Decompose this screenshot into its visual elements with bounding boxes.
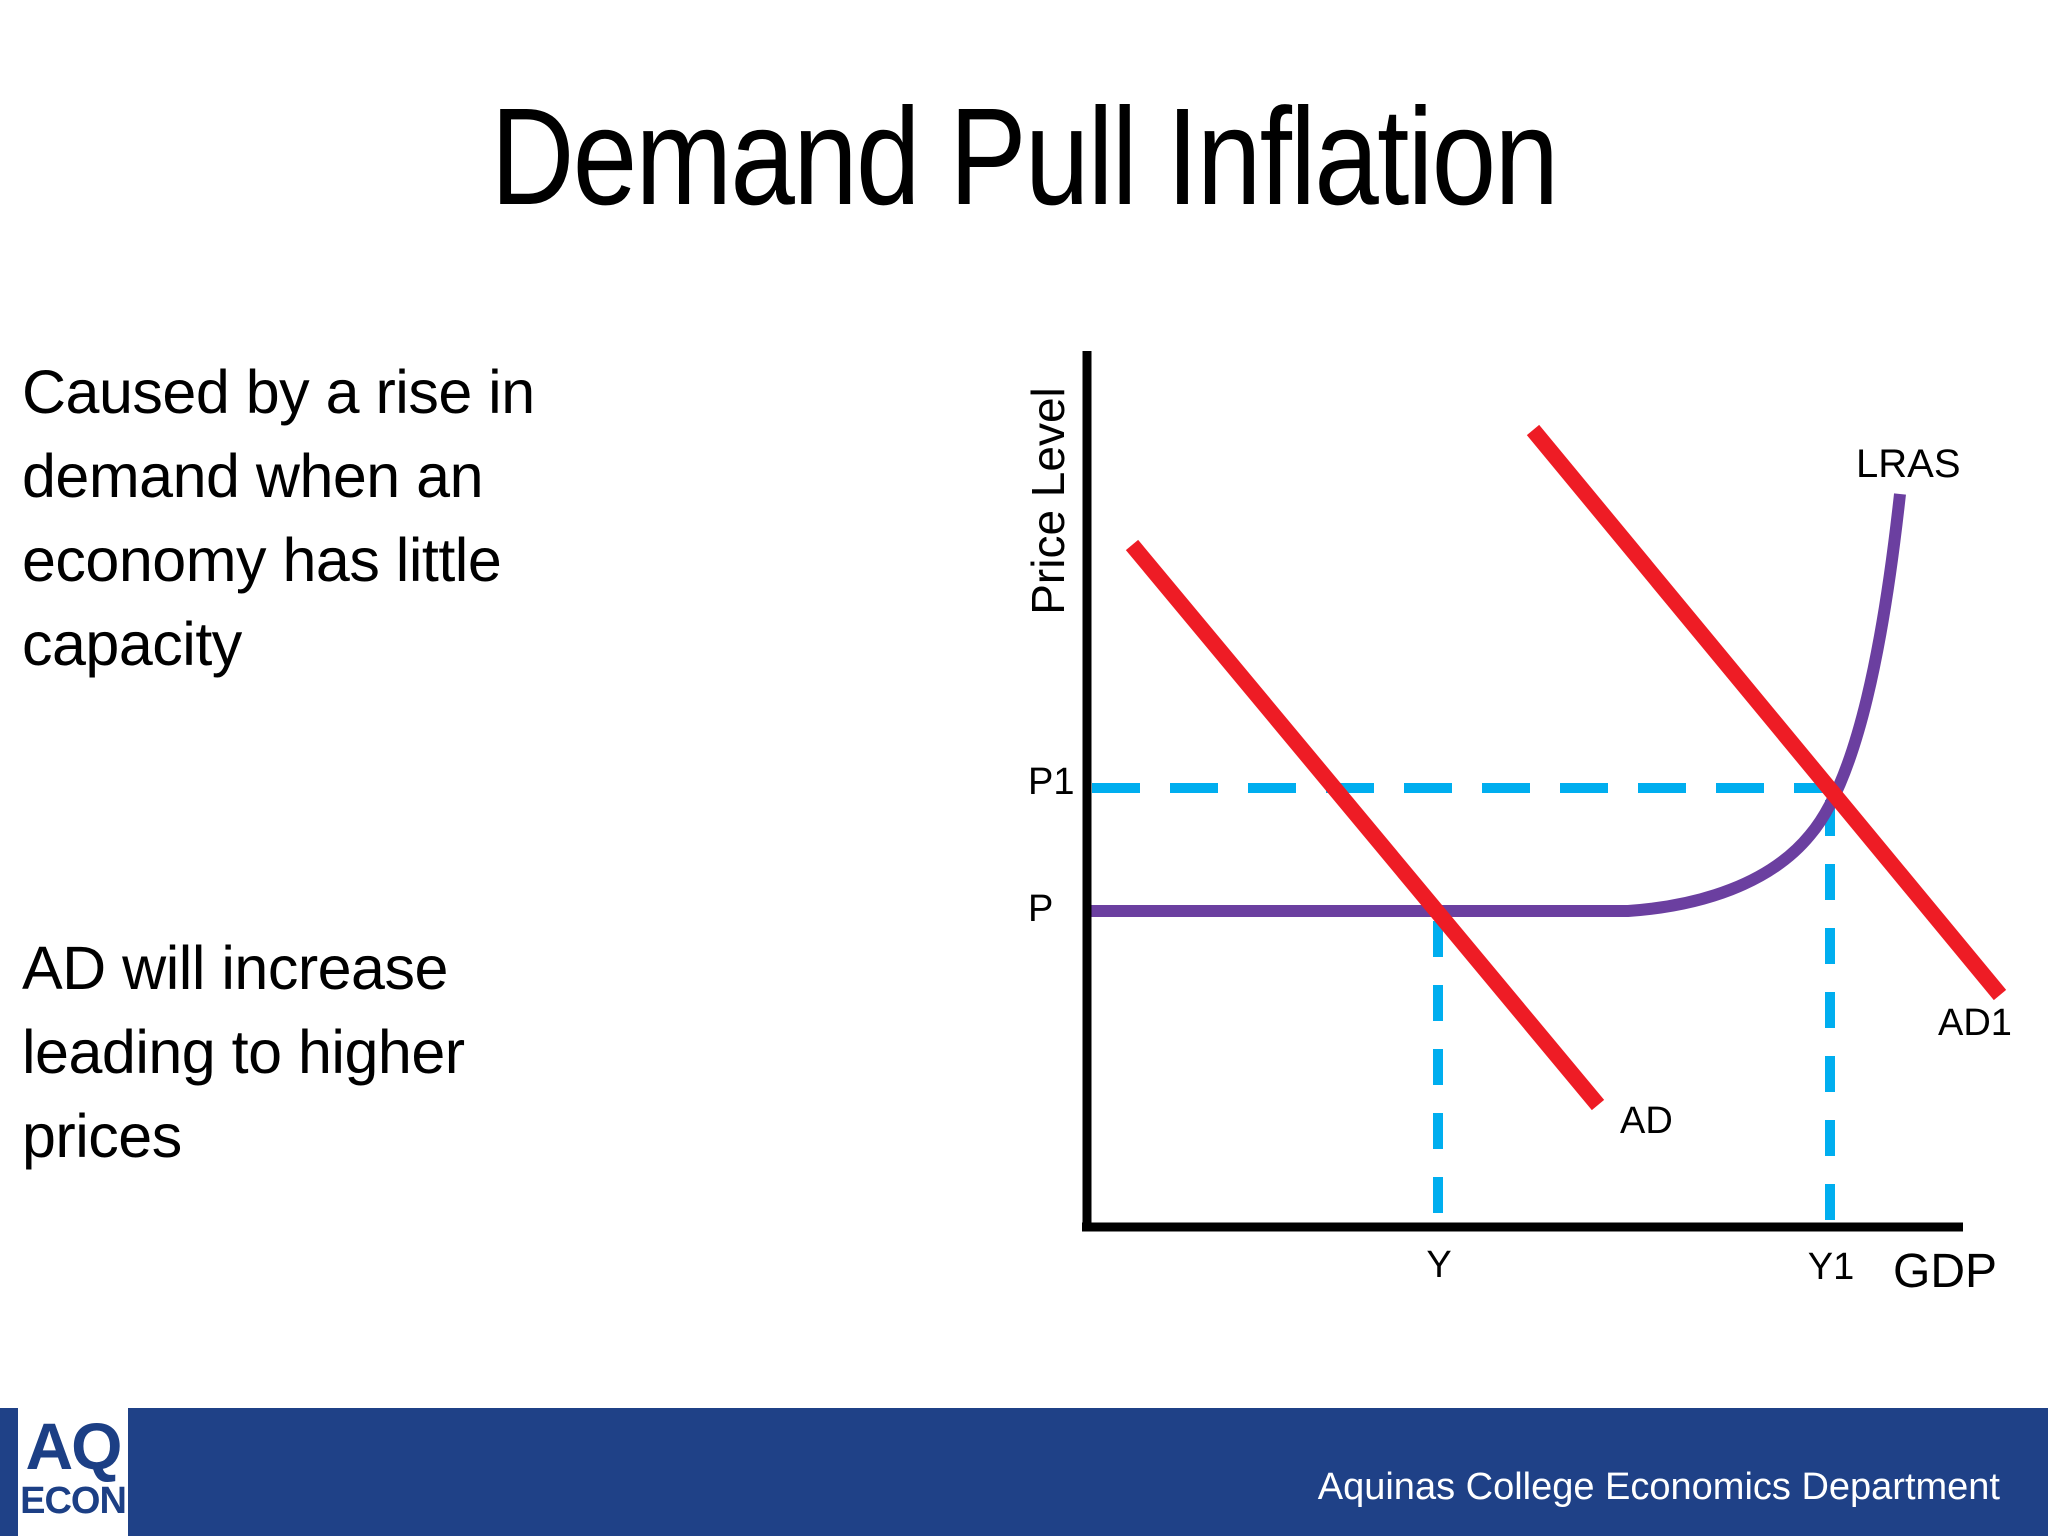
footer-department-text: Aquinas College Economics Department bbox=[1317, 1466, 2000, 1508]
ad-curve-label: AD bbox=[1620, 1100, 1673, 1142]
output-tick-y1: Y1 bbox=[1807, 1246, 1855, 1288]
y-axis-title: Price Level bbox=[1022, 387, 1074, 615]
body-text: Caused by a rise in demand when an econo… bbox=[22, 350, 622, 1178]
footer-bar bbox=[0, 1408, 2048, 1536]
price-tick-p1: P1 bbox=[1028, 761, 1075, 803]
body-paragraph-1: Caused by a rise in demand when an econo… bbox=[22, 358, 535, 678]
output-tick-y: Y bbox=[1426, 1244, 1452, 1286]
lras-curve-label: LRAS bbox=[1856, 442, 1961, 486]
x-axis-title: GDP bbox=[1893, 1245, 1998, 1298]
price-tick-p: P bbox=[1028, 888, 1054, 930]
ad1-curve-label: AD1 bbox=[1938, 1002, 2012, 1044]
logo-text-econ: ECON bbox=[20, 1480, 127, 1522]
ad1-curve bbox=[1526, 424, 2007, 1001]
logo-text-aq: AQ bbox=[25, 1409, 123, 1483]
body-paragraph-2: AD will increase leading to higher price… bbox=[22, 934, 465, 1170]
slide-title: Demand Pull Inflation bbox=[490, 80, 1559, 234]
lras-curve bbox=[1087, 493, 1906, 917]
aq-econ-logo: AQ ECON bbox=[18, 1408, 128, 1536]
ad-curve bbox=[1125, 539, 1605, 1111]
